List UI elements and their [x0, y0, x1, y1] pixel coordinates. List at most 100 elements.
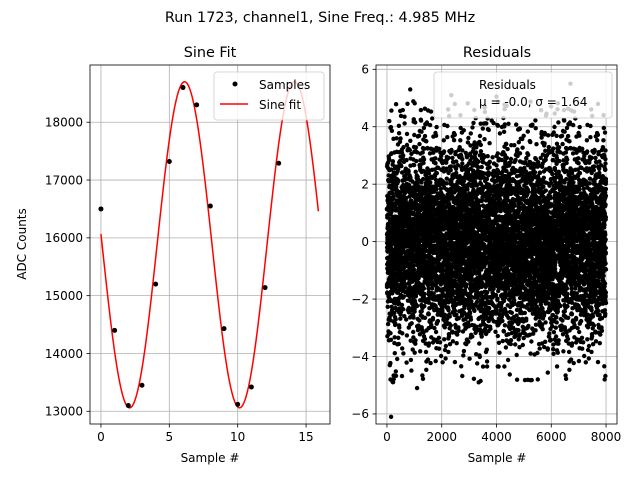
sample-point [276, 160, 282, 166]
residual-point [484, 347, 489, 352]
residual-point [487, 306, 492, 311]
sample-point [112, 327, 118, 333]
residual-point [470, 125, 475, 130]
residual-point [454, 170, 459, 176]
residual-point [452, 308, 458, 313]
residual-point [495, 296, 500, 301]
residual-point [401, 351, 406, 356]
sample-point [262, 285, 268, 291]
residual-point [438, 353, 444, 359]
residual-point [388, 167, 394, 172]
residual-point [398, 136, 403, 141]
residual-point [444, 181, 449, 186]
residual-point [413, 120, 418, 125]
residual-point [477, 133, 483, 139]
residual-point [448, 164, 454, 169]
residual-point [460, 373, 465, 379]
residual-point [450, 339, 456, 344]
residual-point [460, 156, 465, 162]
residual-point [392, 310, 397, 316]
sample-point [153, 281, 159, 287]
residual-point [395, 356, 400, 362]
residual-point [449, 147, 454, 153]
residual-point [500, 338, 505, 344]
residual-point [461, 128, 466, 133]
residual-point [436, 335, 442, 340]
sample-point [166, 159, 172, 165]
sine-fit-legend-box [213, 71, 325, 121]
residual-point [418, 349, 423, 354]
residual-point [435, 318, 441, 324]
residual-point [468, 131, 473, 136]
residual-point [437, 340, 443, 345]
residual-point [400, 331, 405, 336]
sample-point [125, 403, 131, 409]
residual-point [467, 311, 473, 316]
residual-point [479, 164, 484, 170]
residual-point [472, 308, 477, 313]
residual-point [478, 149, 484, 154]
residual-point [455, 332, 460, 337]
residual-point [506, 121, 511, 127]
residual-point [404, 142, 410, 148]
residual-point [427, 122, 433, 128]
residual-point [385, 321, 391, 327]
residual-point [436, 346, 442, 351]
residual-point [390, 159, 396, 164]
residual-point [426, 312, 431, 317]
residual-point [402, 114, 407, 119]
residual-point [514, 122, 519, 127]
sine-fit-xtick-label: 5 [165, 430, 173, 444]
sample-point [235, 401, 241, 407]
residual-point [515, 147, 520, 152]
residual-point [512, 202, 517, 207]
residual-point [428, 109, 434, 114]
residual-point [441, 138, 446, 143]
residual-point [391, 196, 396, 201]
residual-point [385, 304, 390, 309]
sample-point [207, 203, 213, 209]
residual-point [433, 329, 439, 335]
sine-fit-ytick-label: 16000 [45, 231, 83, 245]
residual-point [464, 282, 469, 287]
residual-point [434, 171, 439, 176]
residual-point [454, 341, 459, 346]
residual-point [432, 325, 437, 331]
residual-point [484, 121, 489, 126]
residual-point [497, 131, 503, 136]
residual-point [406, 169, 411, 174]
residual-point [466, 135, 471, 141]
sample-point [221, 326, 227, 332]
residual-point [501, 129, 507, 134]
residual-point [424, 367, 429, 372]
residual-point [389, 108, 394, 113]
residual-point [390, 191, 395, 196]
residual-point [402, 177, 407, 183]
residual-point [413, 338, 418, 343]
residual-point [393, 102, 399, 107]
legend-sine-fit-label: Sine fit [259, 98, 301, 112]
residual-point [478, 142, 483, 148]
residual-point [484, 359, 490, 364]
residual-point [475, 290, 480, 295]
residual-point [436, 146, 442, 151]
residual-point [421, 176, 426, 182]
residual-point [502, 364, 507, 369]
residual-point [415, 303, 420, 309]
residual-point [404, 360, 409, 365]
residual-point [495, 333, 500, 339]
residual-point [388, 331, 393, 336]
residual-point [426, 341, 432, 346]
residual-point [452, 359, 458, 365]
residual-point [389, 251, 394, 256]
residual-point [446, 307, 451, 313]
residual-point [401, 145, 406, 150]
residual-point [401, 294, 406, 299]
residual-point [509, 310, 514, 315]
residual-point [428, 180, 433, 185]
residual-point [416, 327, 421, 332]
residual-point [456, 328, 461, 333]
residual-point [402, 121, 407, 126]
residual-point [505, 146, 510, 152]
residual-point [412, 132, 417, 138]
